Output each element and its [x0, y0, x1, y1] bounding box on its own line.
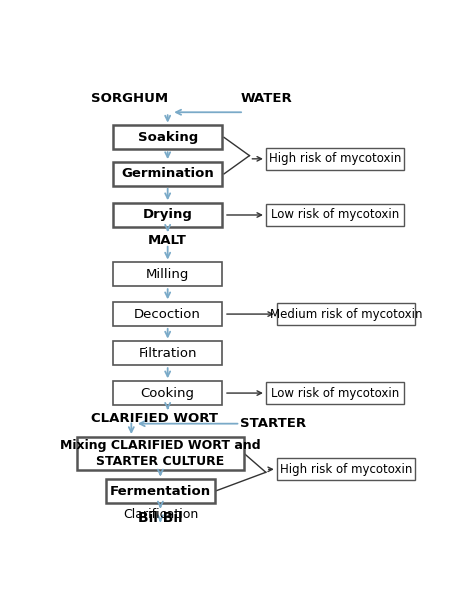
- Text: Cooking: Cooking: [141, 387, 195, 400]
- Text: Filtration: Filtration: [138, 347, 197, 360]
- FancyBboxPatch shape: [277, 458, 415, 480]
- Text: Drying: Drying: [143, 209, 193, 222]
- Text: WATER: WATER: [240, 92, 292, 105]
- Text: Germination: Germination: [121, 167, 214, 180]
- FancyBboxPatch shape: [113, 203, 222, 227]
- Text: Low risk of mycotoxin: Low risk of mycotoxin: [271, 209, 399, 222]
- FancyBboxPatch shape: [113, 162, 222, 186]
- FancyBboxPatch shape: [113, 263, 222, 286]
- Text: Clarification: Clarification: [123, 508, 198, 521]
- Text: Decoction: Decoction: [134, 308, 201, 321]
- Text: Mixing CLARIFIED WORT and
STARTER CULTURE: Mixing CLARIFIED WORT and STARTER CULTUR…: [60, 439, 261, 468]
- Text: Medium risk of mycotoxin: Medium risk of mycotoxin: [270, 308, 422, 321]
- FancyBboxPatch shape: [266, 382, 404, 404]
- FancyBboxPatch shape: [266, 148, 404, 170]
- FancyBboxPatch shape: [277, 303, 415, 325]
- FancyBboxPatch shape: [113, 126, 222, 149]
- Text: Bil Bil: Bil Bil: [138, 512, 183, 525]
- Text: SORGHUM: SORGHUM: [91, 92, 168, 105]
- Text: Fermentation: Fermentation: [110, 484, 211, 498]
- FancyBboxPatch shape: [77, 437, 244, 470]
- Text: STARTER: STARTER: [240, 417, 306, 430]
- FancyBboxPatch shape: [266, 204, 404, 226]
- FancyBboxPatch shape: [106, 479, 215, 503]
- Text: Milling: Milling: [146, 268, 189, 281]
- FancyBboxPatch shape: [113, 302, 222, 326]
- Text: CLARIFIED WORT: CLARIFIED WORT: [91, 412, 219, 425]
- Text: Soaking: Soaking: [137, 131, 198, 144]
- Text: High risk of mycotoxin: High risk of mycotoxin: [280, 463, 412, 476]
- Text: High risk of mycotoxin: High risk of mycotoxin: [269, 152, 401, 165]
- FancyBboxPatch shape: [113, 342, 222, 365]
- Text: Low risk of mycotoxin: Low risk of mycotoxin: [271, 387, 399, 400]
- FancyBboxPatch shape: [113, 381, 222, 405]
- Text: MALT: MALT: [148, 234, 187, 247]
